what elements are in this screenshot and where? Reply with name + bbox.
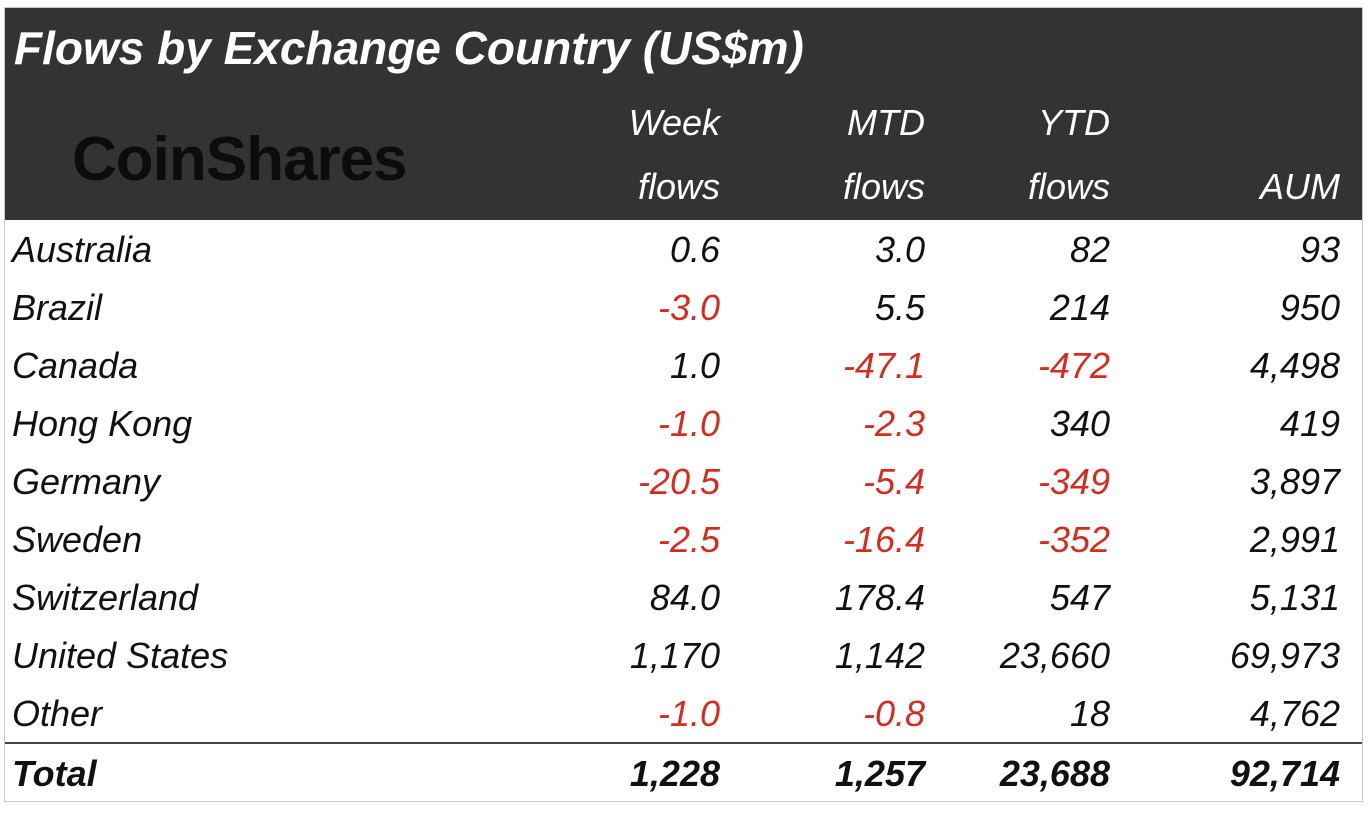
cell: 3,897 (1249, 461, 1340, 502)
cell: -1.0 (657, 403, 720, 444)
logo: CoinShares (72, 125, 408, 194)
column-header: flows (637, 166, 720, 207)
cell: 4,498 (1249, 345, 1340, 386)
total-cell: 1,257 (834, 753, 925, 794)
cell: -472 (1037, 345, 1110, 386)
cell: 1.0 (669, 345, 720, 386)
cell: 84.0 (649, 577, 720, 618)
cell: 214 (1049, 287, 1110, 328)
cell: 3.0 (874, 229, 925, 270)
header-band (5, 8, 1362, 220)
cell: 4,762 (1249, 693, 1340, 734)
row-label: Sweden (12, 519, 143, 560)
cell: 419 (1279, 403, 1340, 444)
cell: -0.8 (862, 693, 925, 734)
cell: 69,973 (1229, 635, 1340, 676)
cell: 340 (1049, 403, 1110, 444)
row-label: Brazil (12, 287, 103, 328)
cell: 2,991 (1249, 519, 1340, 560)
title: Flows by Exchange Country (US$m) (14, 22, 804, 74)
cell: 178.4 (834, 577, 925, 618)
cell: 0.6 (669, 229, 720, 270)
row-label: Hong Kong (12, 403, 193, 444)
column-header: MTD (847, 102, 925, 143)
row-label: Germany (12, 461, 161, 502)
total-cell: 1,228 (629, 753, 720, 794)
cell: 547 (1049, 577, 1110, 618)
cell: 5,131 (1249, 577, 1340, 618)
total-cell: 92,714 (1229, 753, 1340, 794)
column-header: Week (628, 102, 720, 143)
cell: 5.5 (874, 287, 925, 328)
cell: -16.4 (842, 519, 925, 560)
cell: 1,170 (629, 635, 720, 676)
total-rule (5, 742, 1362, 744)
column-header: flows (1027, 166, 1110, 207)
cell: -5.4 (862, 461, 925, 502)
column-header: YTD (1038, 102, 1110, 143)
column-header: AUM (1260, 166, 1340, 207)
row-label: Canada (12, 345, 139, 386)
column-header: flows (842, 166, 925, 207)
row-label: Switzerland (12, 577, 199, 618)
total-label: Total (12, 753, 97, 794)
cell: -349 (1037, 461, 1110, 502)
cell: 82 (1069, 229, 1110, 270)
cell: 18 (1069, 693, 1110, 734)
cell: 950 (1279, 287, 1340, 328)
cell: -1.0 (657, 693, 720, 734)
cell: -352 (1037, 519, 1110, 560)
cell: -20.5 (637, 461, 720, 502)
cell: 93 (1299, 229, 1340, 270)
cell: 1,142 (834, 635, 925, 676)
frame (4, 7, 1363, 802)
cell: -2.5 (657, 519, 720, 560)
row-label: United States (12, 635, 229, 676)
cell: -3.0 (657, 287, 720, 328)
cell: 23,660 (999, 635, 1110, 676)
row-label: Other (12, 693, 103, 734)
row-label: Australia (12, 229, 153, 270)
cell: -47.1 (842, 345, 925, 386)
cell: -2.3 (862, 403, 925, 444)
total-cell: 23,688 (999, 753, 1110, 794)
